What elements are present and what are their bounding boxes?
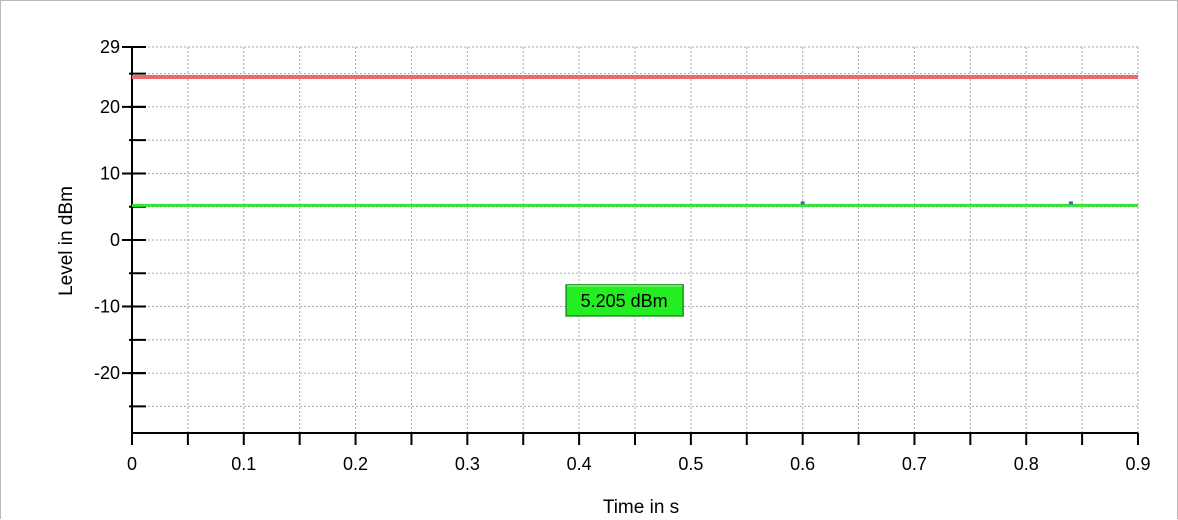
y-tick-label: 29: [100, 37, 120, 57]
axes: [122, 46, 1139, 445]
x-tick-label: 0: [127, 454, 137, 474]
series-marker: [800, 201, 805, 205]
x-tick-label: 0.1: [231, 454, 256, 474]
series-marker: [1068, 201, 1073, 205]
series-markers: [800, 201, 1073, 205]
x-axis-label: Time in s: [603, 497, 679, 518]
y-tick-label: 10: [100, 163, 120, 183]
y-tick-label: 0: [110, 230, 120, 250]
x-tick-label: 0.7: [902, 454, 927, 474]
y-tick-label: -10: [94, 297, 120, 317]
y-axis-label: Level in dBm: [56, 186, 77, 296]
level-readout[interactable]: 5.205 dBm: [565, 284, 684, 317]
x-tick-label: 0.4: [567, 454, 592, 474]
y-tick-label: -20: [94, 363, 120, 383]
x-tick-label: 0.8: [1014, 454, 1039, 474]
x-tick-label: 0.3: [455, 454, 480, 474]
x-tick-label: 0.9: [1125, 454, 1150, 474]
x-tick-label: 0.5: [678, 454, 703, 474]
readout-box: [565, 284, 684, 317]
x-tick-label: 0.6: [790, 454, 815, 474]
y-tick-label: 20: [100, 97, 120, 117]
grid: [131, 46, 1139, 433]
tick-labels: 29 20 10 0 -10 -20 0 0.1 0.2 0.3 0.4 0.5 0.6 0.7 0.8 0.…: [94, 37, 1151, 474]
series-lines: [132, 74, 1138, 207]
x-tick-label: 0.2: [343, 454, 368, 474]
readout-text: 5.205 dBm: [581, 291, 668, 311]
